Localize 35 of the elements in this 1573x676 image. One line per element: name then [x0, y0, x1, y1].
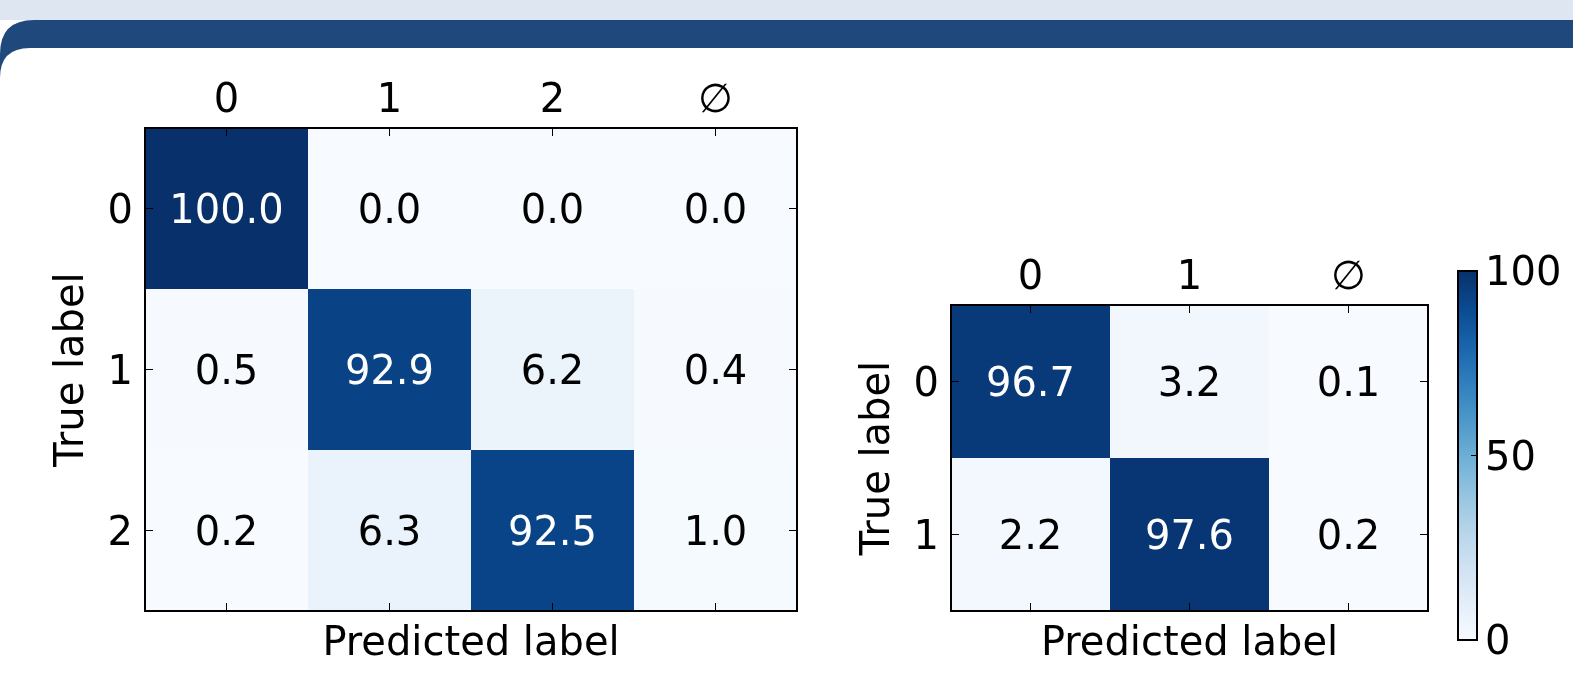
data-label: 0.0: [357, 185, 422, 232]
x-tick-label: ∅: [698, 75, 733, 121]
data-label: 2.2: [998, 511, 1063, 558]
x-tick-label: 0: [1017, 252, 1044, 298]
data-label: 92.9: [344, 346, 435, 393]
x-axis-title: Predicted label: [322, 618, 620, 664]
color-bar-label: 100: [1485, 248, 1562, 295]
data-label: 0.2: [1316, 511, 1381, 558]
data-label: 6.2: [520, 346, 585, 393]
data-label: 0.1: [1316, 358, 1381, 405]
data-label: 3.2: [1157, 358, 1222, 405]
data-label: 1.0: [683, 507, 748, 554]
data-label: 100.0: [169, 185, 284, 232]
y-axis-title: True label: [46, 272, 92, 468]
x-tick-label: 0: [213, 75, 240, 121]
data-label: 92.5: [507, 507, 598, 554]
y-tick-label: 2: [107, 507, 133, 554]
y-axis-title: True label: [852, 360, 898, 557]
data-label: 0.2: [194, 507, 259, 554]
data-label: 97.6: [1144, 511, 1235, 558]
x-tick-label: ∅: [1331, 252, 1366, 298]
x-tick-label: 1: [376, 75, 403, 121]
x-tick-label: 1: [1176, 252, 1203, 298]
color-bar-label: 0: [1485, 617, 1511, 664]
color-bar-label: 50: [1485, 432, 1536, 479]
data-label: 0.0: [520, 185, 585, 232]
x-tick-label: 2: [539, 75, 566, 121]
data-label: 0.4: [683, 346, 748, 393]
data-label: 6.3: [357, 507, 422, 554]
y-tick-label: 1: [107, 346, 133, 393]
data-label: 0.5: [194, 346, 259, 393]
data-label: 96.7: [985, 358, 1076, 405]
y-tick-label: 0: [107, 185, 133, 232]
x-axis-title: Predicted label: [1040, 618, 1339, 664]
data-label: 0.0: [683, 185, 748, 232]
